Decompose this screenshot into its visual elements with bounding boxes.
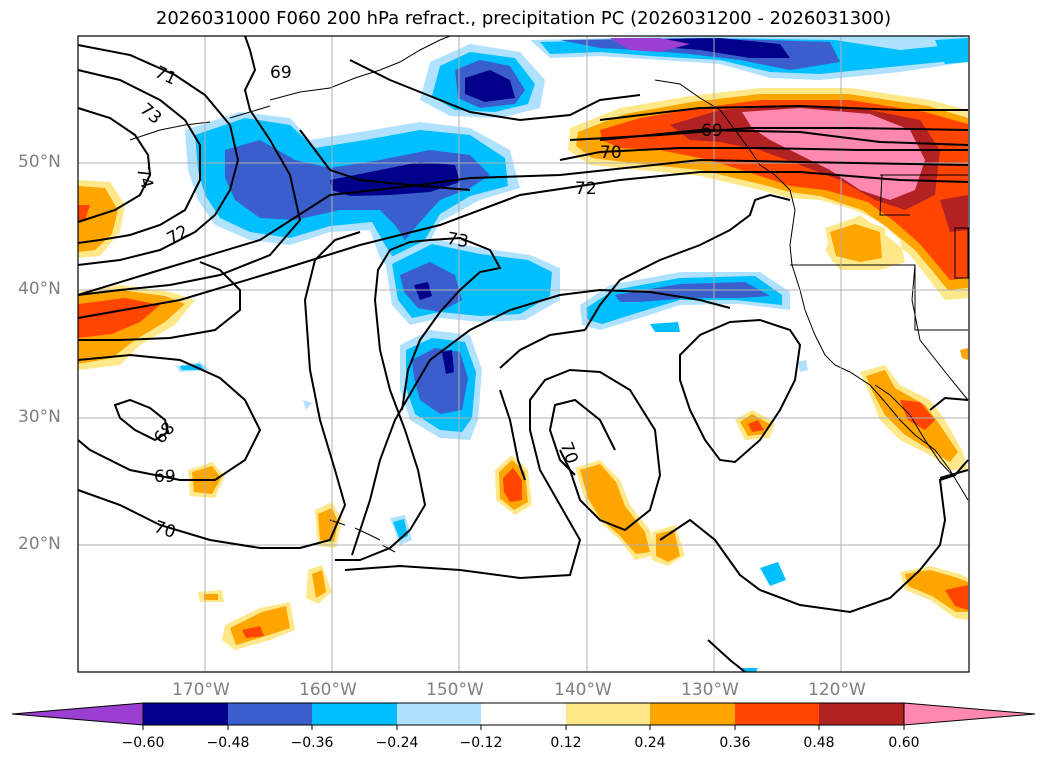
- lon-label: 150°W: [426, 680, 484, 700]
- lat-label: 30°N: [18, 407, 61, 427]
- map-frame: [77, 35, 970, 673]
- contour-label: 73: [445, 229, 470, 252]
- lon-label: 160°W: [299, 680, 357, 700]
- colorbar-tick-label: 0.36: [719, 735, 751, 751]
- colorbar-tick-label: 0.12: [550, 735, 582, 751]
- lon-label: 170°W: [172, 680, 230, 700]
- colorbar-tick-label: 0.48: [803, 735, 835, 751]
- colorbar-tick-label: −0.48: [206, 735, 250, 751]
- colorbar-tick-label: −0.24: [375, 735, 419, 751]
- lon-label: 120°W: [808, 680, 866, 700]
- colorbar-tick-label: 0.60: [888, 735, 920, 751]
- lat-label: 50°N: [18, 152, 61, 172]
- coastlines: [129, 35, 969, 553]
- colorbar-tick-label: −0.12: [459, 735, 503, 751]
- refractivity-contours: [77, 35, 969, 673]
- contour-label: 69: [154, 467, 176, 487]
- lon-label: 130°W: [681, 680, 739, 700]
- colorbar-tick-label: −0.60: [121, 735, 165, 751]
- lon-label: 140°W: [554, 680, 612, 700]
- map-title: 2026031000 F060 200 hPa refract., precip…: [155, 8, 892, 29]
- colorbar: [11, 702, 1036, 730]
- colorbar-tick-label: 0.24: [634, 735, 666, 751]
- plot-area: 71 69 73 74 72 70 73 72 69 70 68 69 70: [77, 35, 970, 673]
- colorbar-tick-label: −0.36: [290, 735, 334, 751]
- lat-label: 40°N: [18, 279, 61, 299]
- contour-label: 72: [575, 179, 597, 199]
- contour-label: 70: [600, 143, 622, 163]
- graticule: [78, 36, 969, 672]
- contour-label: 69: [270, 63, 292, 83]
- lat-label: 20°N: [18, 534, 61, 554]
- contour-label: 69: [701, 121, 723, 141]
